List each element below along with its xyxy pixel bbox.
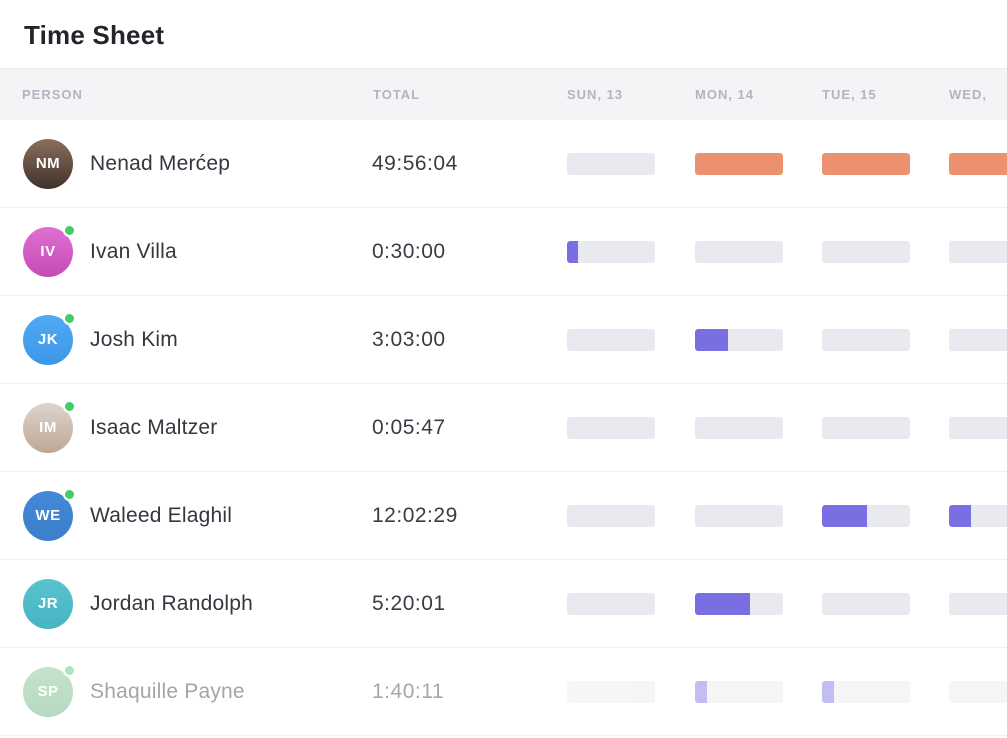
day-cell-tue[interactable] xyxy=(822,593,910,615)
day-cell-sun[interactable] xyxy=(567,505,655,527)
day-cell-sun[interactable] xyxy=(567,681,655,703)
total-time: 0:05:47 xyxy=(372,415,446,439)
timesheet-row[interactable]: JK Josh Kim 3:03:00 xyxy=(0,296,1007,384)
timesheet-row[interactable]: IM Isaac Maltzer 0:05:47 xyxy=(0,384,1007,472)
avatar: JK xyxy=(23,311,76,365)
total-time: 5:20:01 xyxy=(372,591,446,615)
day-bars xyxy=(0,648,1007,735)
day-cell-wed[interactable] xyxy=(949,681,1007,703)
total-time: 3:03:00 xyxy=(372,327,446,351)
day-cell-wed[interactable] xyxy=(949,593,1007,615)
day-cell-sun[interactable] xyxy=(567,153,655,175)
day-cell-tue[interactable] xyxy=(822,241,910,263)
timesheet-row[interactable]: JR Jordan Randolph 5:20:01 xyxy=(0,560,1007,648)
time-bar-fill xyxy=(695,153,783,175)
column-header-day-sun: SUN, 13 xyxy=(567,87,624,102)
person-name: Ivan Villa xyxy=(90,239,177,263)
day-cell-wed[interactable] xyxy=(949,241,1007,263)
day-bars xyxy=(0,384,1007,471)
titlebar: Time Sheet xyxy=(0,0,1007,68)
day-cell-mon[interactable] xyxy=(695,417,783,439)
online-status-dot xyxy=(63,487,76,501)
day-cell-mon[interactable] xyxy=(695,681,783,703)
day-cell-tue[interactable] xyxy=(822,681,910,703)
person-name: Waleed Elaghil xyxy=(90,503,233,527)
day-cell-wed[interactable] xyxy=(949,505,1007,527)
day-cell-tue[interactable] xyxy=(822,153,910,175)
online-status-dot xyxy=(63,311,76,325)
day-cell-mon[interactable] xyxy=(695,505,783,527)
timesheet-row[interactable]: WE Waleed Elaghil 12:02:29 xyxy=(0,472,1007,560)
column-header-day-tue: TUE, 15 xyxy=(822,87,877,102)
avatar: NM xyxy=(23,138,73,189)
day-cell-sun[interactable] xyxy=(567,593,655,615)
time-bar-fill xyxy=(695,593,751,615)
online-status-dot xyxy=(63,399,76,413)
time-bar-fill xyxy=(695,329,729,351)
avatar-initials: JK xyxy=(37,331,59,348)
avatar-initials: SP xyxy=(37,683,59,700)
day-cell-sun[interactable] xyxy=(567,417,655,439)
avatar: JR xyxy=(23,578,73,629)
timesheet-rows: NM Nenad Merćep 49:56:04 IV Ivan Villa xyxy=(0,120,1007,736)
total-time: 12:02:29 xyxy=(372,503,458,527)
day-cell-wed[interactable] xyxy=(949,153,1007,175)
day-cell-tue[interactable] xyxy=(822,505,910,527)
time-bar-fill xyxy=(822,153,910,175)
day-cell-wed[interactable] xyxy=(949,329,1007,351)
time-bar-fill xyxy=(567,241,578,263)
time-bar-fill xyxy=(822,681,835,703)
total-time: 1:40:11 xyxy=(372,679,445,703)
day-cell-mon[interactable] xyxy=(695,241,783,263)
avatar: SP xyxy=(23,663,76,717)
column-header-person: PERSON xyxy=(22,87,83,102)
person-name: Isaac Maltzer xyxy=(90,415,218,439)
timesheet-row[interactable]: NM Nenad Merćep 49:56:04 xyxy=(0,120,1007,208)
timesheet-row[interactable]: SP Shaquille Payne 1:40:11 xyxy=(0,648,1007,736)
day-cell-tue[interactable] xyxy=(822,417,910,439)
column-header-day-mon: MON, 14 xyxy=(695,87,755,102)
day-cell-mon[interactable] xyxy=(695,593,783,615)
day-cell-tue[interactable] xyxy=(822,329,910,351)
person-name: Nenad Merćep xyxy=(90,151,231,175)
column-header-day-wed: WED, xyxy=(949,87,987,102)
avatar-circle: NM xyxy=(23,138,73,189)
person-name: Shaquille Payne xyxy=(90,679,245,703)
day-bars xyxy=(0,296,1007,383)
column-header-total: TOTAL xyxy=(373,87,421,102)
day-bars xyxy=(0,208,1007,295)
avatar-initials: NM xyxy=(35,155,61,172)
day-bars xyxy=(0,560,1007,647)
online-status-dot xyxy=(63,663,76,677)
avatar-circle: JR xyxy=(23,578,73,629)
page-title: Time Sheet xyxy=(24,20,165,50)
day-bars xyxy=(0,120,1007,207)
avatar-initials: IV xyxy=(40,243,56,260)
time-bar-fill xyxy=(822,505,867,527)
day-cell-mon[interactable] xyxy=(695,329,783,351)
day-cell-mon[interactable] xyxy=(695,153,783,175)
day-cell-sun[interactable] xyxy=(567,241,655,263)
avatar-initials: WE xyxy=(35,507,61,524)
day-cell-sun[interactable] xyxy=(567,329,655,351)
person-name: Josh Kim xyxy=(90,327,178,351)
time-bar-fill xyxy=(949,505,971,527)
avatar-initials: JR xyxy=(37,595,59,612)
total-time: 0:30:00 xyxy=(372,239,446,263)
day-cell-wed[interactable] xyxy=(949,417,1007,439)
total-time: 49:56:04 xyxy=(372,151,458,175)
avatar: IM xyxy=(23,399,76,453)
time-bar-fill xyxy=(695,681,708,703)
avatar: WE xyxy=(23,487,76,541)
table-header: PERSON TOTAL SUN, 13 MON, 14 TUE, 15 WED… xyxy=(0,68,1007,120)
online-status-dot xyxy=(63,223,76,237)
person-name: Jordan Randolph xyxy=(90,591,253,615)
day-bars xyxy=(0,472,1007,559)
avatar-circle: SP xyxy=(23,666,73,717)
avatar-initials: IM xyxy=(39,419,57,436)
timesheet-row[interactable]: IV Ivan Villa 0:30:00 xyxy=(0,208,1007,296)
time-bar-fill xyxy=(949,153,1007,175)
avatar: IV xyxy=(23,223,76,277)
